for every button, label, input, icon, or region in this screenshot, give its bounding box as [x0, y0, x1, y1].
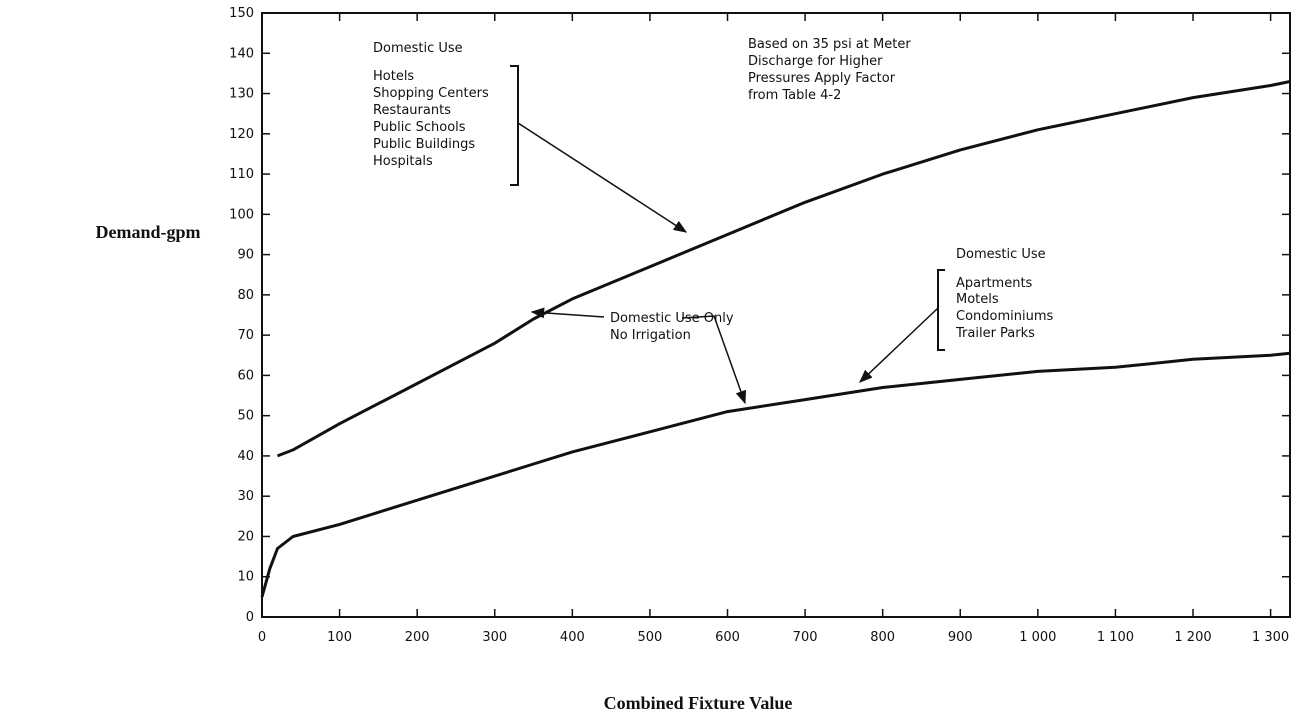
x-tick-label: 1 200	[1174, 630, 1211, 645]
x-tick-label: 0	[258, 630, 266, 645]
x-tick-label: 700	[793, 630, 818, 645]
y-axis-label: Demand-gpm	[95, 222, 200, 242]
y-tick-label: 120	[229, 127, 254, 142]
x-tick-label: 1 000	[1019, 630, 1056, 645]
y-tick-label: 110	[229, 167, 254, 182]
annotation: Pressures Apply Factor	[748, 71, 896, 86]
annotation: Condominiums	[956, 309, 1054, 324]
annotation: Apartments	[956, 276, 1033, 291]
annotation: Domestic Use	[956, 247, 1046, 262]
y-tick-label: 0	[246, 610, 254, 625]
annotation: Shopping Centers	[373, 86, 489, 101]
arrow	[681, 315, 747, 405]
annotation: No Irrigation	[610, 328, 691, 343]
annotation: from Table 4-2	[748, 88, 841, 103]
data-line	[260, 351, 1291, 598]
annotation: Motels	[956, 292, 999, 307]
annotation: Trailer Parks	[955, 326, 1035, 341]
data-line	[276, 80, 1291, 458]
arrow	[517, 122, 688, 233]
annotation: Domestic Use Only	[610, 311, 734, 326]
x-tick-label: 600	[715, 630, 740, 645]
annotation: Public Schools	[373, 120, 466, 135]
y-tick-label: 30	[237, 489, 254, 504]
x-tick-label: 1 100	[1097, 630, 1134, 645]
y-tick-label: 20	[237, 529, 254, 544]
x-tick-label: 900	[948, 630, 973, 645]
annotation: Restaurants	[373, 103, 451, 118]
annotation: Discharge for Higher	[748, 54, 883, 69]
x-tick-label: 200	[405, 630, 430, 645]
x-tick-label: 400	[560, 630, 585, 645]
y-tick-label: 50	[237, 409, 254, 424]
annotation: Public Buildings	[373, 137, 475, 152]
x-tick-label: 500	[638, 630, 663, 645]
annotation: Based on 35 psi at Meter	[748, 37, 911, 52]
annotation: Hospitals	[373, 154, 433, 169]
y-tick-label: 140	[229, 46, 254, 61]
y-tick-label: 130	[229, 87, 254, 102]
y-tick-label: 40	[237, 449, 254, 464]
arrow	[859, 307, 939, 383]
y-tick-label: 100	[229, 207, 254, 222]
annotation: Domestic Use	[373, 41, 463, 56]
bracket	[937, 269, 945, 351]
x-tick-label: 300	[482, 630, 507, 645]
y-tick-label: 80	[237, 288, 254, 303]
y-tick-label: 60	[237, 368, 254, 383]
annotation: Hotels	[373, 69, 414, 84]
y-tick-label: 90	[237, 248, 254, 263]
x-tick-label: 100	[327, 630, 352, 645]
plot-frame	[261, 12, 1291, 618]
bracket	[510, 65, 519, 186]
y-tick-label: 70	[237, 328, 254, 343]
x-tick-label: 1 300	[1252, 630, 1289, 645]
x-tick-label: 800	[870, 630, 895, 645]
x-axis-label: Combined Fixture Value	[604, 693, 793, 713]
y-tick-label: 150	[229, 6, 254, 21]
y-tick-label: 10	[237, 570, 254, 585]
